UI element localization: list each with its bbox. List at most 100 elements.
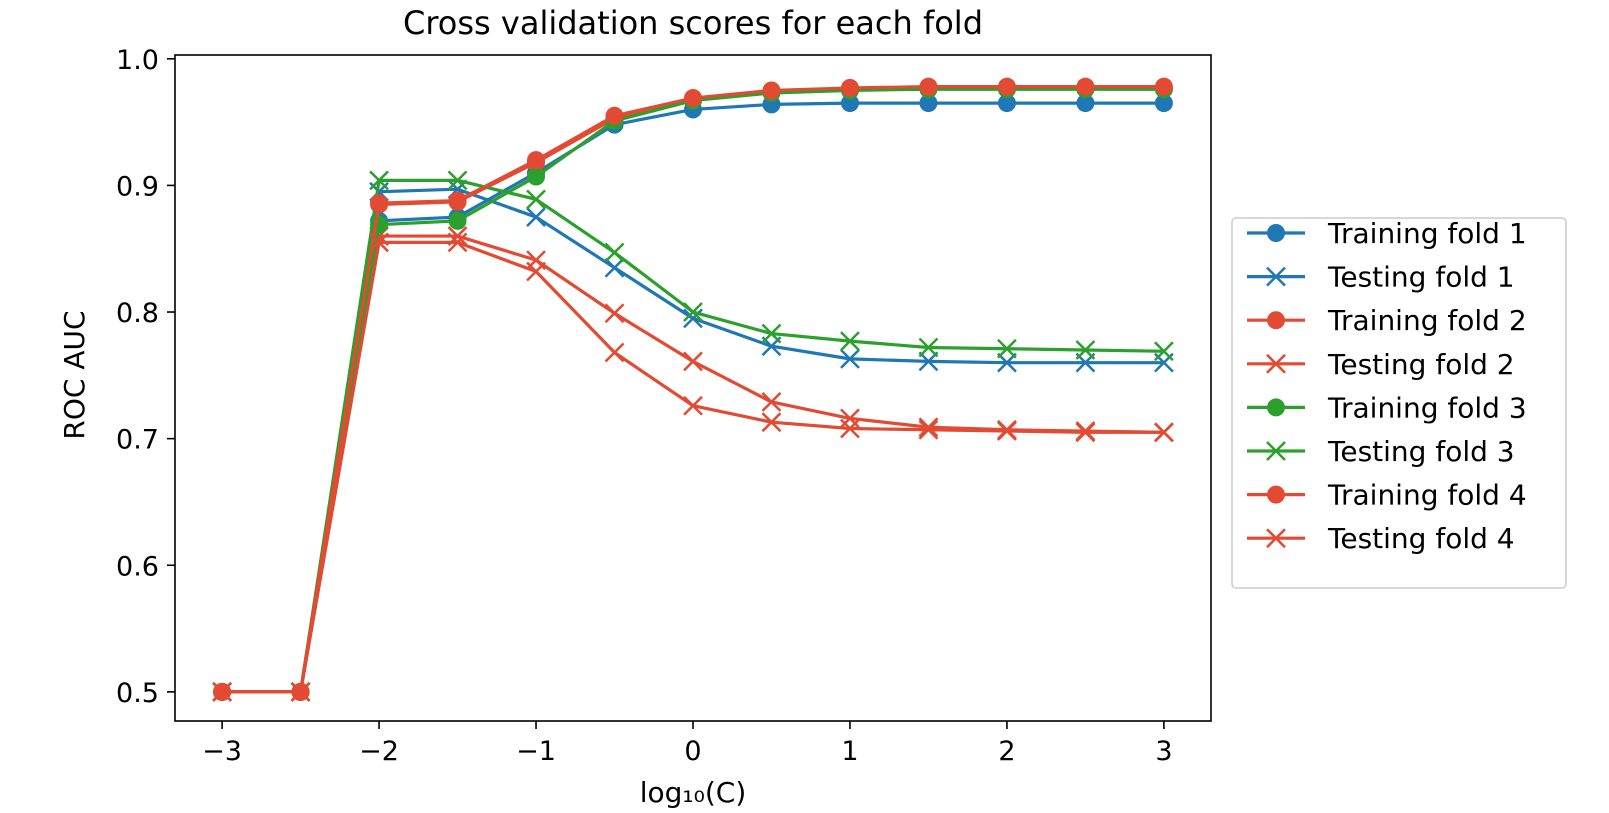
x-marker bbox=[683, 395, 703, 416]
legend-entry: Testing fold 4 bbox=[1247, 522, 1515, 555]
x-marker bbox=[761, 412, 782, 433]
x-marker bbox=[840, 408, 860, 429]
x-marker bbox=[761, 392, 782, 412]
x-marker bbox=[526, 189, 546, 210]
plot-series bbox=[212, 77, 1174, 702]
x-tick-label: 1 bbox=[841, 736, 858, 767]
x-marker bbox=[604, 303, 625, 324]
x-marker bbox=[369, 232, 389, 253]
x-tick-label: 2 bbox=[998, 736, 1015, 767]
x-marker bbox=[918, 419, 939, 440]
x-tick-label: −3 bbox=[202, 736, 242, 767]
legend-label: Testing fold 2 bbox=[1327, 348, 1515, 381]
circle-marker bbox=[527, 167, 546, 186]
circle-marker bbox=[919, 94, 938, 113]
legend-box bbox=[1231, 217, 1567, 589]
x-marker bbox=[1075, 340, 1096, 360]
y-tick-label: 1.0 bbox=[116, 45, 159, 76]
x-axis-label: log₁₀(C) bbox=[640, 776, 747, 809]
x-marker bbox=[526, 261, 546, 282]
x-marker bbox=[918, 351, 939, 372]
circle-marker bbox=[448, 191, 467, 210]
circle-marker bbox=[762, 81, 781, 100]
x-axis-ticks: −3 −2 −1 0 1 2 3 bbox=[202, 721, 1173, 767]
legend-entries: Training fold 1 Testing fold 1 Training fo… bbox=[1247, 217, 1527, 555]
circle-marker bbox=[840, 78, 859, 97]
legend: Training fold 1 Testing fold 1 Training fo… bbox=[1231, 217, 1567, 589]
x-marker bbox=[997, 338, 1017, 359]
circle-marker bbox=[919, 77, 938, 96]
x-marker bbox=[447, 232, 468, 253]
x-tick-label: 3 bbox=[1155, 736, 1172, 767]
x-marker bbox=[840, 418, 860, 439]
y-axis-ticks: 0.5 0.6 0.7 0.8 0.9 1.0 bbox=[116, 45, 175, 709]
circle-marker bbox=[1154, 94, 1173, 113]
circle-marker bbox=[448, 211, 467, 230]
x-tick-label: −2 bbox=[359, 736, 399, 767]
legend-x-marker bbox=[1266, 528, 1286, 549]
legend-entry: Training fold 1 bbox=[1247, 217, 1527, 250]
circle-marker bbox=[840, 94, 859, 113]
legend-circle-marker bbox=[1267, 224, 1285, 242]
legend-label: Training fold 1 bbox=[1327, 217, 1527, 250]
x-tick-label: 0 bbox=[684, 736, 701, 767]
x-marker bbox=[1154, 422, 1174, 443]
x-marker bbox=[290, 681, 311, 702]
circle-marker bbox=[997, 77, 1016, 96]
circle-marker bbox=[605, 106, 624, 125]
x-marker bbox=[604, 242, 625, 263]
x-marker bbox=[683, 302, 703, 322]
x-marker bbox=[997, 352, 1017, 373]
legend-label: Training fold 3 bbox=[1327, 391, 1527, 424]
x-marker bbox=[604, 257, 625, 278]
y-tick-label: 0.6 bbox=[116, 551, 159, 582]
legend-circle-marker bbox=[1267, 485, 1285, 504]
x-marker bbox=[918, 337, 939, 358]
x-marker bbox=[212, 681, 232, 702]
x-marker bbox=[918, 417, 939, 438]
plot-area-frame bbox=[174, 54, 1212, 722]
x-marker bbox=[447, 170, 468, 191]
legend-entry: Training fold 2 bbox=[1247, 304, 1527, 337]
x-tick-label: −1 bbox=[516, 736, 556, 767]
x-marker bbox=[997, 421, 1017, 441]
legend-circle-marker bbox=[1267, 398, 1285, 417]
y-tick-label: 0.7 bbox=[116, 425, 159, 456]
chart-title: Cross validation scores for each fold bbox=[403, 4, 983, 42]
legend-entry: Training fold 3 bbox=[1247, 391, 1527, 424]
legend-entry: Testing fold 3 bbox=[1247, 435, 1515, 468]
legend-x-marker bbox=[1266, 266, 1286, 287]
legend-label: Testing fold 3 bbox=[1327, 435, 1515, 468]
circle-marker bbox=[370, 194, 389, 213]
legend-circle-marker bbox=[1267, 311, 1285, 330]
legend-x-marker bbox=[1266, 441, 1286, 461]
circle-marker bbox=[1154, 77, 1173, 96]
x-marker bbox=[1154, 341, 1174, 362]
x-marker bbox=[840, 331, 860, 352]
legend-entry: Testing fold 1 bbox=[1247, 261, 1515, 294]
x-marker bbox=[526, 207, 546, 227]
series-7 bbox=[213, 77, 1173, 701]
circle-marker bbox=[1076, 77, 1095, 96]
legend-entry: Training fold 4 bbox=[1247, 479, 1527, 512]
x-marker bbox=[604, 342, 625, 363]
circle-marker bbox=[527, 151, 546, 170]
legend-entry: Testing fold 2 bbox=[1247, 348, 1515, 381]
legend-x-marker bbox=[1266, 353, 1286, 374]
legend-label: Testing fold 1 bbox=[1327, 261, 1515, 294]
x-marker bbox=[369, 170, 389, 191]
circle-marker bbox=[997, 94, 1016, 113]
series-8 bbox=[212, 232, 1174, 702]
y-tick-label: 0.8 bbox=[116, 298, 159, 329]
x-marker bbox=[761, 323, 782, 344]
legend-label: Training fold 4 bbox=[1327, 479, 1527, 512]
y-tick-label: 0.9 bbox=[116, 171, 159, 202]
x-marker bbox=[1075, 422, 1096, 443]
legend-label: Training fold 2 bbox=[1327, 304, 1527, 337]
x-marker bbox=[840, 348, 860, 369]
circle-marker bbox=[1076, 94, 1095, 113]
y-axis-label: ROC AUC bbox=[58, 310, 91, 439]
legend-label: Testing fold 4 bbox=[1327, 522, 1515, 555]
y-tick-label: 0.5 bbox=[116, 678, 159, 709]
